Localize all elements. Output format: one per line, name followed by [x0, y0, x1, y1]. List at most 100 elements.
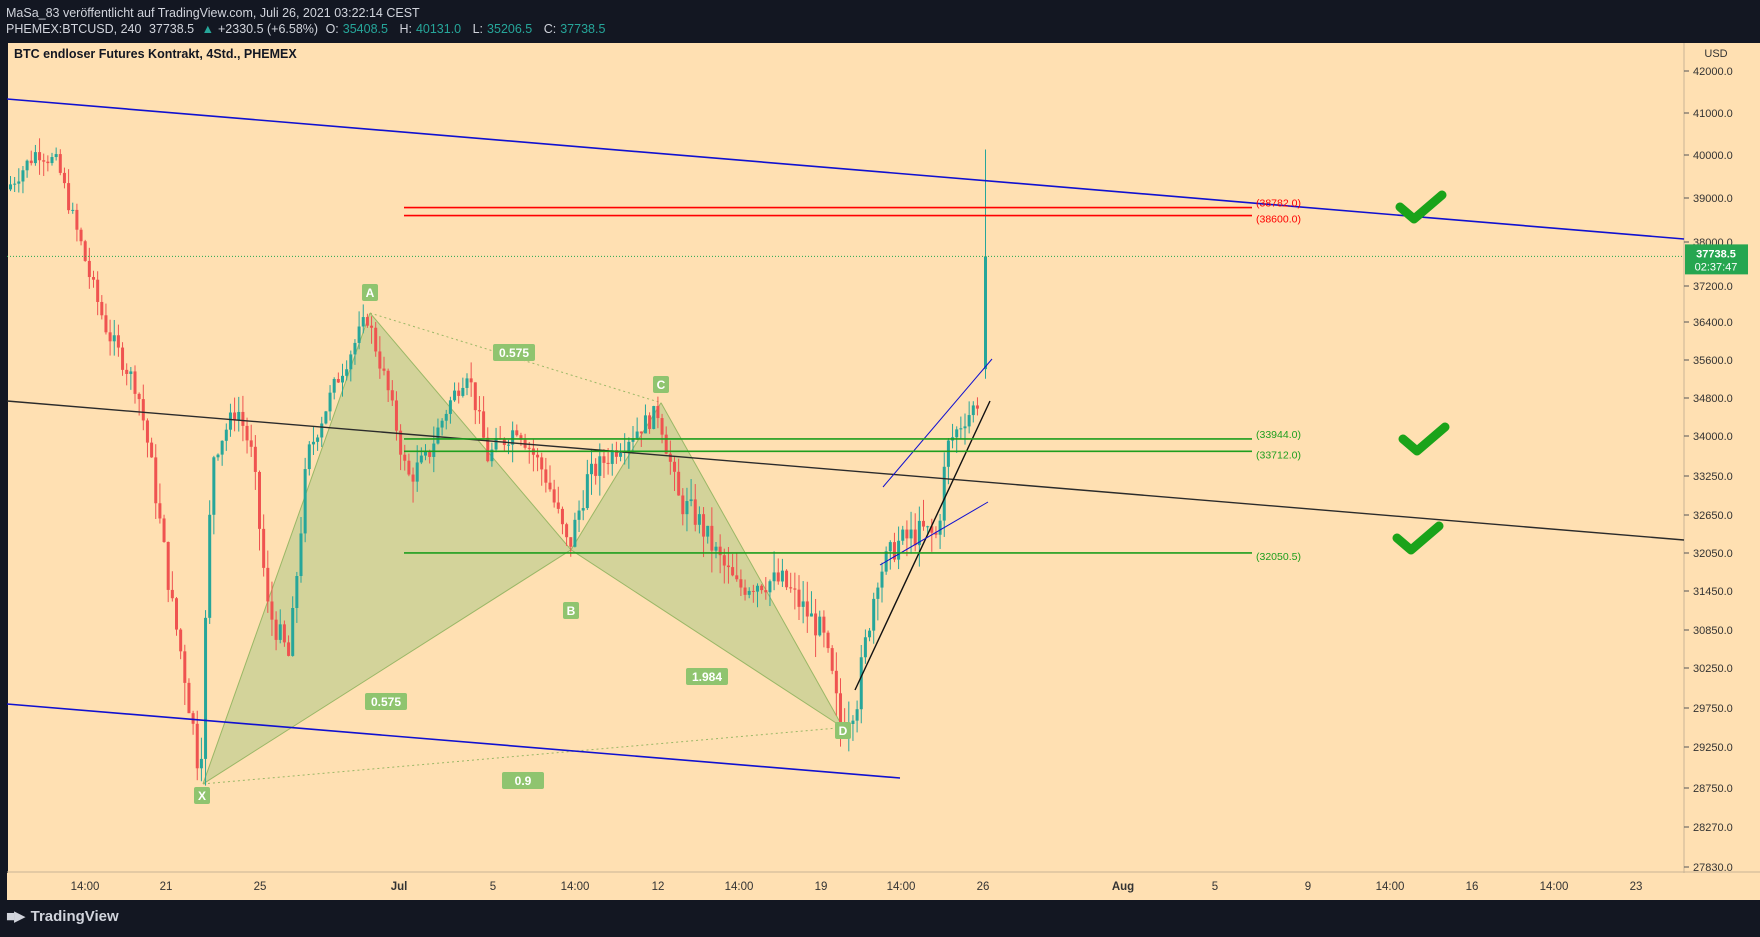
candle-body	[245, 425, 249, 441]
candle-body	[507, 444, 510, 446]
level-label: (38600.0)	[1256, 214, 1301, 226]
candle-body	[643, 415, 647, 434]
level-label: (32050.5)	[1256, 551, 1301, 563]
candle-body	[963, 426, 967, 429]
candle-body	[801, 601, 805, 607]
time-tick-label: 26	[977, 881, 990, 893]
candle-body	[175, 598, 178, 630]
candle-body	[154, 457, 158, 504]
candle-body	[316, 437, 320, 442]
candle-body	[768, 581, 772, 593]
price-tick-label: 41000.0	[1693, 108, 1733, 120]
close-value: 37738.5	[560, 22, 606, 36]
low-value: 35206.5	[487, 22, 533, 36]
point-label-c-bg	[653, 376, 669, 393]
candle-body	[880, 571, 884, 588]
candle-body	[494, 437, 498, 450]
candle-body	[278, 624, 282, 640]
candle-body	[399, 430, 403, 455]
pattern-triangle-xab	[203, 313, 571, 784]
candle-body	[797, 589, 801, 607]
candle-body	[328, 392, 332, 412]
candle-body	[934, 532, 938, 535]
candle-body	[627, 441, 631, 452]
candle-body	[942, 466, 946, 521]
pattern-dotted-edge	[202, 727, 844, 785]
candle-body	[345, 369, 349, 376]
candle-body	[660, 418, 664, 435]
candle-body	[892, 542, 896, 560]
candle-body	[419, 455, 423, 463]
candle-body	[79, 229, 83, 242]
candle-body	[560, 508, 564, 525]
level-label: (33944.0)	[1256, 429, 1301, 441]
candle-body	[594, 463, 598, 476]
candle-body	[888, 542, 892, 552]
candle-body	[901, 529, 905, 541]
time-tick-label: 21	[160, 881, 173, 893]
candle-body	[291, 607, 295, 656]
price-tick-label: 32650.0	[1693, 510, 1733, 522]
level-label: (33712.0)	[1256, 449, 1301, 461]
last-price-value: 37738.5	[148, 22, 195, 36]
candle-body	[726, 565, 730, 568]
candle-body	[382, 368, 386, 371]
candle-body	[585, 474, 589, 509]
candle-body	[448, 400, 452, 414]
open-label: O:	[325, 22, 339, 36]
candle-body	[324, 411, 328, 424]
candle-body	[353, 342, 357, 355]
candle-body	[876, 587, 880, 599]
symbol-label[interactable]: PHEMEX:BTCUSD, 240	[6, 22, 142, 36]
candle-body	[270, 601, 274, 620]
candle-body	[241, 411, 245, 426]
candle-body	[29, 160, 33, 164]
check-marks	[1392, 190, 1450, 555]
candle-body	[975, 405, 979, 409]
candle-body	[718, 546, 722, 556]
candle-body	[21, 170, 25, 182]
price-tick-label: 32050.0	[1693, 548, 1733, 560]
tradingview-brand[interactable]: ■▶ TradingView	[6, 907, 119, 926]
candle-body	[490, 449, 494, 462]
time-axis[interactable]	[7, 873, 1760, 900]
candle-body	[266, 567, 270, 602]
price-axis[interactable]	[1684, 43, 1760, 900]
candle-body	[760, 585, 764, 591]
price-tick-label: 28750.0	[1693, 783, 1733, 795]
time-tick-labels: 14:00 21 25 Jul 5 14:00 12 14:00 19 14:00 26 Aug 5 9 1…	[71, 881, 1643, 893]
candle-body	[162, 518, 166, 542]
candle-body	[179, 629, 183, 652]
candle-body	[216, 454, 220, 458]
candle-body	[204, 617, 208, 759]
candle-body	[9, 184, 12, 190]
candle-body	[349, 354, 353, 370]
candle-body	[826, 632, 830, 649]
pattern-edge	[570, 549, 844, 728]
candle-body	[606, 462, 610, 464]
candle-body	[436, 427, 440, 444]
candle-body	[249, 440, 253, 447]
candle-body	[50, 157, 54, 164]
candle-body	[303, 469, 307, 534]
last-price-badge-bg	[1685, 244, 1748, 275]
candle-body	[112, 335, 116, 342]
candle-body	[834, 670, 838, 694]
ratio-label: 0.9	[515, 774, 532, 788]
candle-body	[706, 525, 710, 537]
time-tick-label: Aug	[1112, 881, 1134, 893]
high-label: H:	[399, 22, 412, 36]
candle-body	[116, 335, 120, 348]
change-value: +2330.5 (+6.58%)	[218, 22, 319, 36]
time-tick-label: 14:00	[1376, 881, 1405, 893]
candle-body	[224, 429, 228, 441]
chart-background	[7, 43, 1684, 900]
candle-body	[183, 651, 187, 683]
chart-canvas[interactable]: BTC endloser Futures Kontrakt, 4Std., PH…	[0, 43, 1760, 900]
price-tick-label: 35600.0	[1693, 355, 1733, 367]
time-tick-label: 14:00	[1540, 881, 1569, 893]
candle-body	[743, 587, 747, 595]
candle-body	[905, 529, 909, 539]
time-tick-label: 14:00	[71, 881, 100, 893]
candle-body	[536, 454, 540, 458]
